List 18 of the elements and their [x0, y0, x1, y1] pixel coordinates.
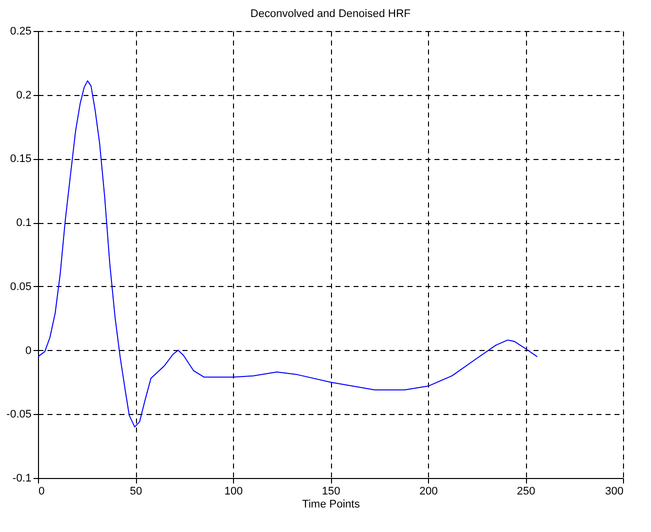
y-tick-label: -0.1: [12, 472, 32, 484]
chart-title: Deconvolved and Denoised HRF: [250, 8, 411, 20]
x-axis-title: Time Points: [302, 498, 360, 510]
x-tick-label: 250: [516, 486, 536, 498]
x-tick-label: 0: [38, 486, 45, 498]
y-tick-label: 0.2: [16, 89, 32, 102]
x-tick-label: 200: [419, 486, 438, 498]
line-series: [38, 80, 538, 428]
y-tick-label: 0.1: [16, 217, 32, 230]
y-tick-label: 0.25: [10, 26, 32, 38]
y-tick-label: 0.15: [10, 153, 32, 166]
y-tick-label: 0: [25, 344, 32, 357]
x-tick-label: 300: [605, 486, 624, 498]
y-tick-label: -0.05: [6, 408, 32, 421]
x-tick-label: 150: [322, 486, 340, 498]
y-tick-label: 0.05: [10, 280, 32, 293]
x-tick-label: 100: [224, 486, 243, 498]
x-tick-label: 50: [130, 486, 142, 498]
